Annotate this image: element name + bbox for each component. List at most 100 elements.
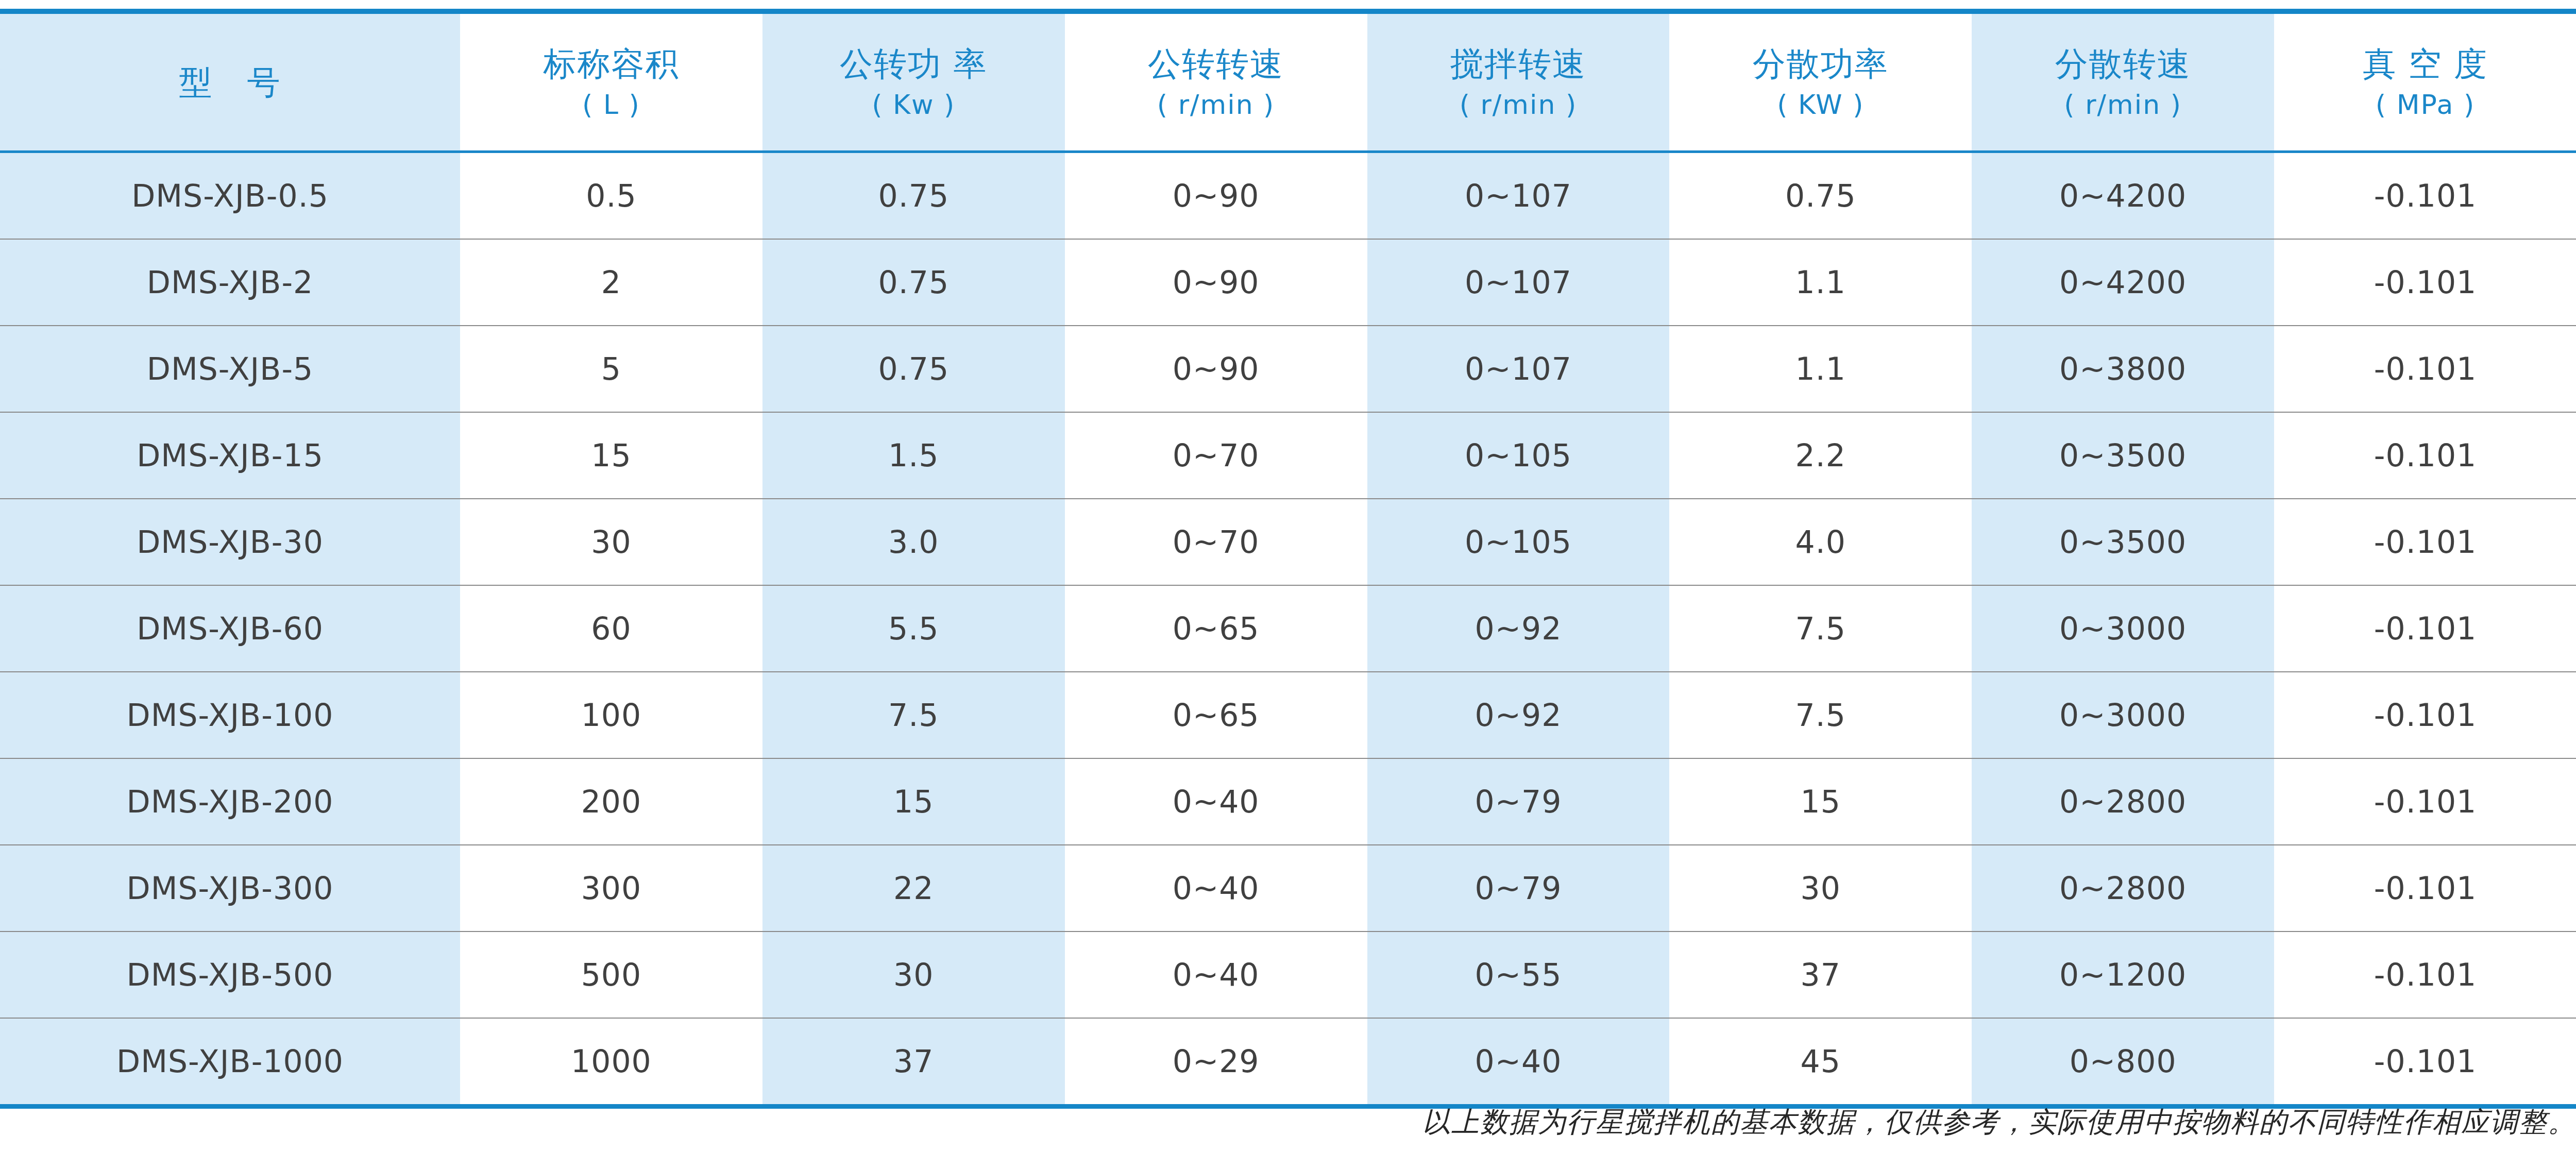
model-cell: DMS-XJB-300 bbox=[0, 845, 460, 931]
value-cell: 0~92 bbox=[1367, 585, 1670, 672]
value-cell: 0~65 bbox=[1065, 672, 1367, 758]
header-cell-col1: 型 号 bbox=[0, 11, 460, 152]
value-cell: 0~800 bbox=[1972, 1018, 2274, 1107]
value-cell: 100 bbox=[460, 672, 762, 758]
header-unit: ( Kw ) bbox=[762, 86, 1065, 123]
table-row: DMS-XJB-15151.50~700~1052.20~3500-0.101 bbox=[0, 412, 2576, 499]
value-cell: -0.101 bbox=[2274, 152, 2576, 240]
value-cell: 0.5 bbox=[460, 152, 762, 240]
value-cell: 0~105 bbox=[1367, 412, 1670, 499]
header-label: 公转功 率 bbox=[762, 42, 1065, 86]
value-cell: 1.1 bbox=[1669, 326, 1972, 412]
value-cell: 0~3800 bbox=[1972, 326, 2274, 412]
value-cell: 0.75 bbox=[1669, 152, 1972, 240]
value-cell: 15 bbox=[762, 758, 1065, 845]
value-cell: 0~2800 bbox=[1972, 845, 2274, 931]
value-cell: 45 bbox=[1669, 1018, 1972, 1107]
model-cell: DMS-XJB-200 bbox=[0, 758, 460, 845]
value-cell: 37 bbox=[1669, 931, 1972, 1018]
value-cell: 7.5 bbox=[762, 672, 1065, 758]
value-cell: 0~55 bbox=[1367, 931, 1670, 1018]
header-row: 型 号标称容积( L )公转功 率( Kw )公转转速( r/min )搅拌转速… bbox=[0, 11, 2576, 152]
table-row: DMS-XJB-10001000370~290~40450~800-0.101 bbox=[0, 1018, 2576, 1107]
value-cell: 0~107 bbox=[1367, 152, 1670, 240]
value-cell: 0~40 bbox=[1065, 931, 1367, 1018]
header-unit: ( r/min ) bbox=[1065, 86, 1367, 123]
value-cell: 0~105 bbox=[1367, 499, 1670, 585]
value-cell: 0~3000 bbox=[1972, 672, 2274, 758]
value-cell: 30 bbox=[460, 499, 762, 585]
table-row: DMS-XJB-550.750~900~1071.10~3800-0.101 bbox=[0, 326, 2576, 412]
value-cell: 200 bbox=[460, 758, 762, 845]
value-cell: 0.75 bbox=[762, 152, 1065, 240]
model-cell: DMS-XJB-100 bbox=[0, 672, 460, 758]
header-unit: ( L ) bbox=[460, 86, 762, 123]
table-row: DMS-XJB-1001007.50~650~927.50~3000-0.101 bbox=[0, 672, 2576, 758]
value-cell: -0.101 bbox=[2274, 585, 2576, 672]
value-cell: 0~3500 bbox=[1972, 499, 2274, 585]
header-label: 分散功率 bbox=[1669, 42, 1972, 86]
spec-table-container: 型 号标称容积( L )公转功 率( Kw )公转转速( r/min )搅拌转速… bbox=[0, 9, 2576, 1109]
value-cell: 2 bbox=[460, 239, 762, 326]
value-cell: -0.101 bbox=[2274, 326, 2576, 412]
value-cell: 22 bbox=[762, 845, 1065, 931]
value-cell: -0.101 bbox=[2274, 412, 2576, 499]
value-cell: 0~3500 bbox=[1972, 412, 2274, 499]
value-cell: 37 bbox=[762, 1018, 1065, 1107]
model-cell: DMS-XJB-0.5 bbox=[0, 152, 460, 240]
value-cell: 1.5 bbox=[762, 412, 1065, 499]
value-cell: 300 bbox=[460, 845, 762, 931]
model-cell: DMS-XJB-15 bbox=[0, 412, 460, 499]
value-cell: -0.101 bbox=[2274, 239, 2576, 326]
value-cell: 500 bbox=[460, 931, 762, 1018]
value-cell: 0~92 bbox=[1367, 672, 1670, 758]
value-cell: 0~40 bbox=[1065, 758, 1367, 845]
value-cell: 0~65 bbox=[1065, 585, 1367, 672]
header-cell-col4: 公转转速( r/min ) bbox=[1065, 11, 1367, 152]
value-cell: -0.101 bbox=[2274, 1018, 2576, 1107]
header-label: 真 空 度 bbox=[2274, 42, 2576, 86]
model-cell: DMS-XJB-2 bbox=[0, 239, 460, 326]
value-cell: -0.101 bbox=[2274, 758, 2576, 845]
table-row: DMS-XJB-200200150~400~79150~2800-0.101 bbox=[0, 758, 2576, 845]
table-row: DMS-XJB-220.750~900~1071.10~4200-0.101 bbox=[0, 239, 2576, 326]
table-row: DMS-XJB-60605.50~650~927.50~3000-0.101 bbox=[0, 585, 2576, 672]
value-cell: 1000 bbox=[460, 1018, 762, 1107]
value-cell: 0~4200 bbox=[1972, 152, 2274, 240]
value-cell: 0.75 bbox=[762, 326, 1065, 412]
value-cell: 0~2800 bbox=[1972, 758, 2274, 845]
value-cell: 5.5 bbox=[762, 585, 1065, 672]
model-cell: DMS-XJB-1000 bbox=[0, 1018, 460, 1107]
table-row: DMS-XJB-500500300~400~55370~1200-0.101 bbox=[0, 931, 2576, 1018]
header-cell-col5: 搅拌转速( r/min ) bbox=[1367, 11, 1670, 152]
model-cell: DMS-XJB-500 bbox=[0, 931, 460, 1018]
header-label: 型 号 bbox=[0, 60, 460, 105]
value-cell: 0~90 bbox=[1065, 326, 1367, 412]
header-unit: ( KW ) bbox=[1669, 86, 1972, 123]
value-cell: 30 bbox=[762, 931, 1065, 1018]
value-cell: 7.5 bbox=[1669, 585, 1972, 672]
value-cell: 4.0 bbox=[1669, 499, 1972, 585]
value-cell: 3.0 bbox=[762, 499, 1065, 585]
value-cell: 7.5 bbox=[1669, 672, 1972, 758]
value-cell: 0~70 bbox=[1065, 412, 1367, 499]
value-cell: -0.101 bbox=[2274, 499, 2576, 585]
model-cell: DMS-XJB-30 bbox=[0, 499, 460, 585]
value-cell: -0.101 bbox=[2274, 672, 2576, 758]
header-cell-col2: 标称容积( L ) bbox=[460, 11, 762, 152]
header-label: 公转转速 bbox=[1065, 42, 1367, 86]
value-cell: 5 bbox=[460, 326, 762, 412]
value-cell: 0~79 bbox=[1367, 845, 1670, 931]
value-cell: 0~90 bbox=[1065, 152, 1367, 240]
header-unit: ( r/min ) bbox=[1367, 86, 1670, 123]
table-row: DMS-XJB-300300220~400~79300~2800-0.101 bbox=[0, 845, 2576, 931]
header-cell-col3: 公转功 率( Kw ) bbox=[762, 11, 1065, 152]
value-cell: 0~29 bbox=[1065, 1018, 1367, 1107]
table-row: DMS-XJB-30303.00~700~1054.00~3500-0.101 bbox=[0, 499, 2576, 585]
footnote-text: 以上数据为行星搅拌机的基本数据，仅供参考，实际使用中按物料的不同特性作相应调整。 bbox=[6, 1104, 2576, 1141]
value-cell: 0.75 bbox=[762, 239, 1065, 326]
value-cell: 0~3000 bbox=[1972, 585, 2274, 672]
model-cell: DMS-XJB-60 bbox=[0, 585, 460, 672]
value-cell: -0.101 bbox=[2274, 931, 2576, 1018]
value-cell: 2.2 bbox=[1669, 412, 1972, 499]
